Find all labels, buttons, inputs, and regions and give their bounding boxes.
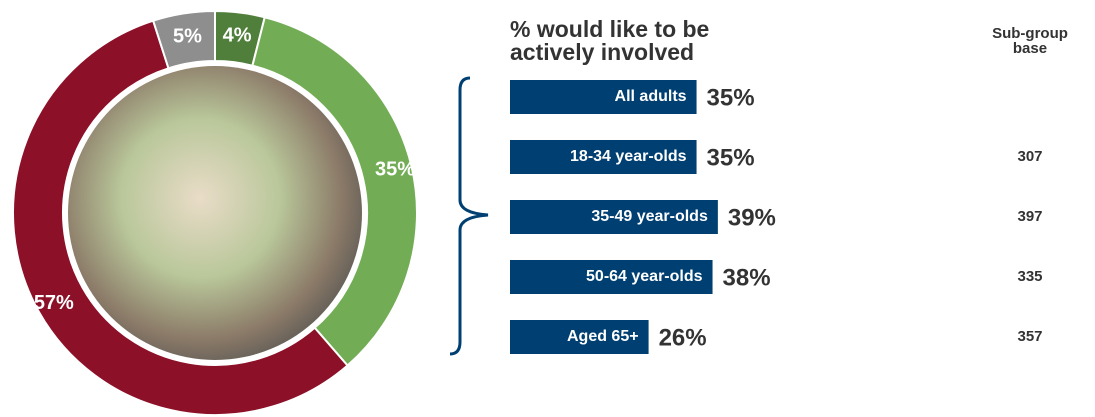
bar bbox=[510, 320, 649, 354]
base-title: Sub-group base bbox=[992, 25, 1068, 57]
category-label: 18-34 year-olds bbox=[570, 148, 687, 165]
segment-label: 35% bbox=[375, 159, 415, 181]
value-label: 35% bbox=[707, 84, 755, 111]
segment-label: 5% bbox=[173, 25, 202, 47]
donut-segment bbox=[151, 9, 216, 70]
segment-label: 57% bbox=[34, 292, 74, 314]
category-label: 50-64 year-olds bbox=[586, 268, 703, 285]
value-label: 26% bbox=[659, 324, 707, 351]
donut-segment bbox=[12, 19, 349, 416]
base-value: 335 bbox=[1017, 268, 1042, 285]
segment-label: 4% bbox=[223, 25, 252, 47]
center-photo bbox=[68, 66, 362, 360]
donut-segment bbox=[251, 16, 418, 367]
value-label: 38% bbox=[723, 264, 771, 291]
bar bbox=[510, 140, 697, 174]
base-value: 397 bbox=[1017, 208, 1042, 225]
bar-title: % would like to be actively involved bbox=[510, 16, 710, 65]
category-label: Aged 65+ bbox=[567, 328, 639, 345]
base-value: 307 bbox=[1017, 148, 1042, 165]
bar bbox=[510, 200, 718, 234]
bar bbox=[510, 80, 697, 114]
bar bbox=[510, 260, 713, 294]
value-label: 39% bbox=[728, 204, 776, 231]
category-label: All adults bbox=[615, 88, 687, 105]
base-value: 357 bbox=[1017, 328, 1042, 345]
bracket bbox=[449, 76, 489, 356]
category-label: 35-49 year-olds bbox=[591, 208, 708, 225]
value-label: 35% bbox=[707, 144, 755, 171]
